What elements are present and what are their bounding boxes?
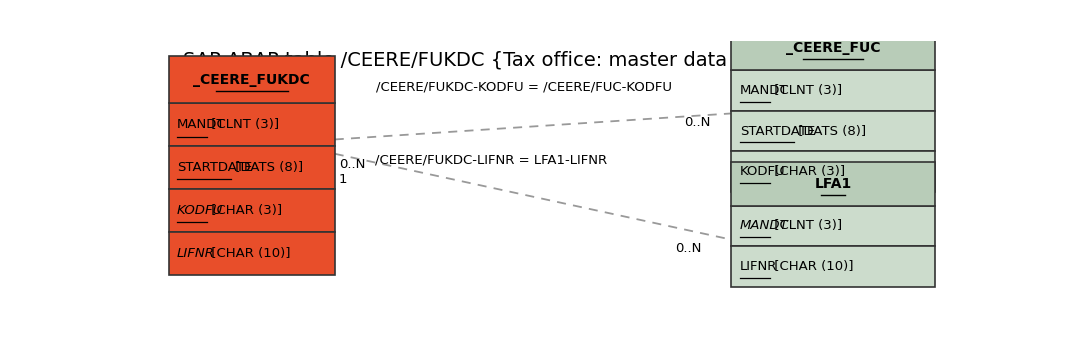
Text: KODFU: KODFU <box>177 204 224 217</box>
Text: 0..N
1: 0..N 1 <box>338 158 365 186</box>
Text: SAP ABAP table /CEERE/FUKDC {Tax office: master data - time dependent}: SAP ABAP table /CEERE/FUKDC {Tax office:… <box>183 51 915 70</box>
Text: MANDT: MANDT <box>177 118 226 131</box>
FancyBboxPatch shape <box>731 151 935 192</box>
Text: MANDT: MANDT <box>740 219 788 233</box>
Text: LIFNR: LIFNR <box>177 247 215 260</box>
Text: [CLNT (3)]: [CLNT (3)] <box>770 219 842 233</box>
Text: /CEERE/FUKDC-LIFNR = LFA1-LIFNR: /CEERE/FUKDC-LIFNR = LFA1-LIFNR <box>375 154 607 167</box>
Text: LFA1: LFA1 <box>815 177 851 191</box>
Text: 0..N: 0..N <box>684 116 711 129</box>
FancyBboxPatch shape <box>731 162 935 206</box>
Text: [DATS (8)]: [DATS (8)] <box>231 161 303 174</box>
FancyBboxPatch shape <box>169 56 335 103</box>
FancyBboxPatch shape <box>169 232 335 275</box>
Text: [CHAR (3)]: [CHAR (3)] <box>207 204 282 217</box>
Text: [DATS (8)]: [DATS (8)] <box>794 124 865 138</box>
FancyBboxPatch shape <box>169 103 335 146</box>
Text: [CHAR (10)]: [CHAR (10)] <box>207 247 290 260</box>
FancyBboxPatch shape <box>731 26 935 71</box>
Text: [CHAR (3)]: [CHAR (3)] <box>770 165 845 178</box>
Text: STARTDATE: STARTDATE <box>177 161 253 174</box>
Text: [CLNT (3)]: [CLNT (3)] <box>770 84 842 97</box>
FancyBboxPatch shape <box>731 246 935 287</box>
FancyBboxPatch shape <box>731 111 935 151</box>
Text: [CLNT (3)]: [CLNT (3)] <box>207 118 280 131</box>
FancyBboxPatch shape <box>169 189 335 232</box>
Text: MANDT: MANDT <box>740 84 788 97</box>
Text: LIFNR: LIFNR <box>740 260 778 273</box>
Text: 0..N: 0..N <box>675 242 702 255</box>
Text: _CEERE_FUKDC: _CEERE_FUKDC <box>194 73 311 87</box>
FancyBboxPatch shape <box>731 71 935 111</box>
FancyBboxPatch shape <box>169 146 335 189</box>
Text: /CEERE/FUKDC-KODFU = /CEERE/FUC-KODFU: /CEERE/FUKDC-KODFU = /CEERE/FUC-KODFU <box>376 81 672 94</box>
Text: KODFU: KODFU <box>740 165 785 178</box>
Text: [CHAR (10)]: [CHAR (10)] <box>770 260 854 273</box>
Text: STARTDATE: STARTDATE <box>740 124 815 138</box>
Text: _CEERE_FUC: _CEERE_FUC <box>786 41 880 55</box>
FancyBboxPatch shape <box>731 206 935 246</box>
